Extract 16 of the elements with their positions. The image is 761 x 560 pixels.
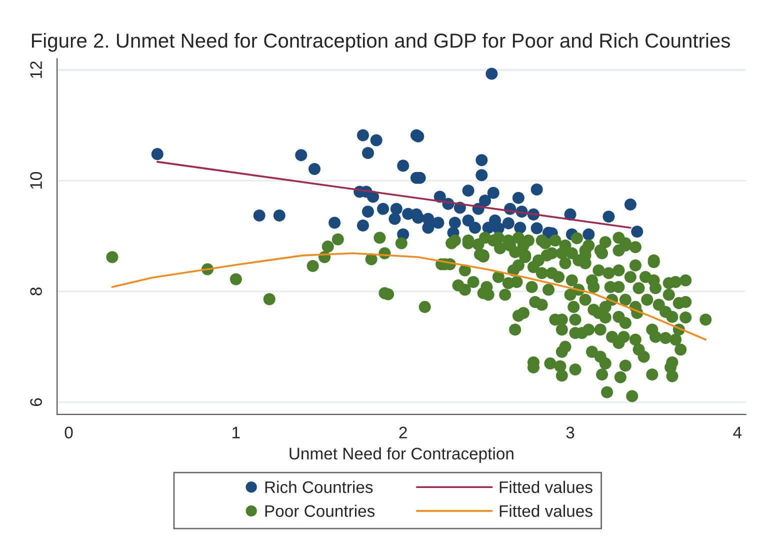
legend-label: Fitted values <box>500 504 592 517</box>
legend-label: Fitted values <box>500 480 592 494</box>
legend-label: Poor Countries <box>265 504 375 517</box>
x-tick-label: 0 <box>64 426 73 438</box>
x-tick-label: 2 <box>399 426 407 438</box>
x-tick-label: 4 <box>733 426 742 438</box>
chart-title: Figure 2. Unmet Need for Contraception and GDP for Poor and Rich Countries <box>32 33 730 52</box>
y-tick-label: 10 <box>30 172 42 189</box>
y-tick-label: 8 <box>30 288 42 296</box>
legend-label: Rich Countries <box>265 480 373 494</box>
line-series <box>111 252 707 341</box>
x-tick-label: 3 <box>566 426 574 438</box>
x-axis-title: Unmet Need for Contraception <box>290 447 514 463</box>
y-tick-label: 6 <box>30 398 42 406</box>
y-tick-label: 12 <box>30 61 42 78</box>
x-tick-label: 1 <box>232 426 240 438</box>
